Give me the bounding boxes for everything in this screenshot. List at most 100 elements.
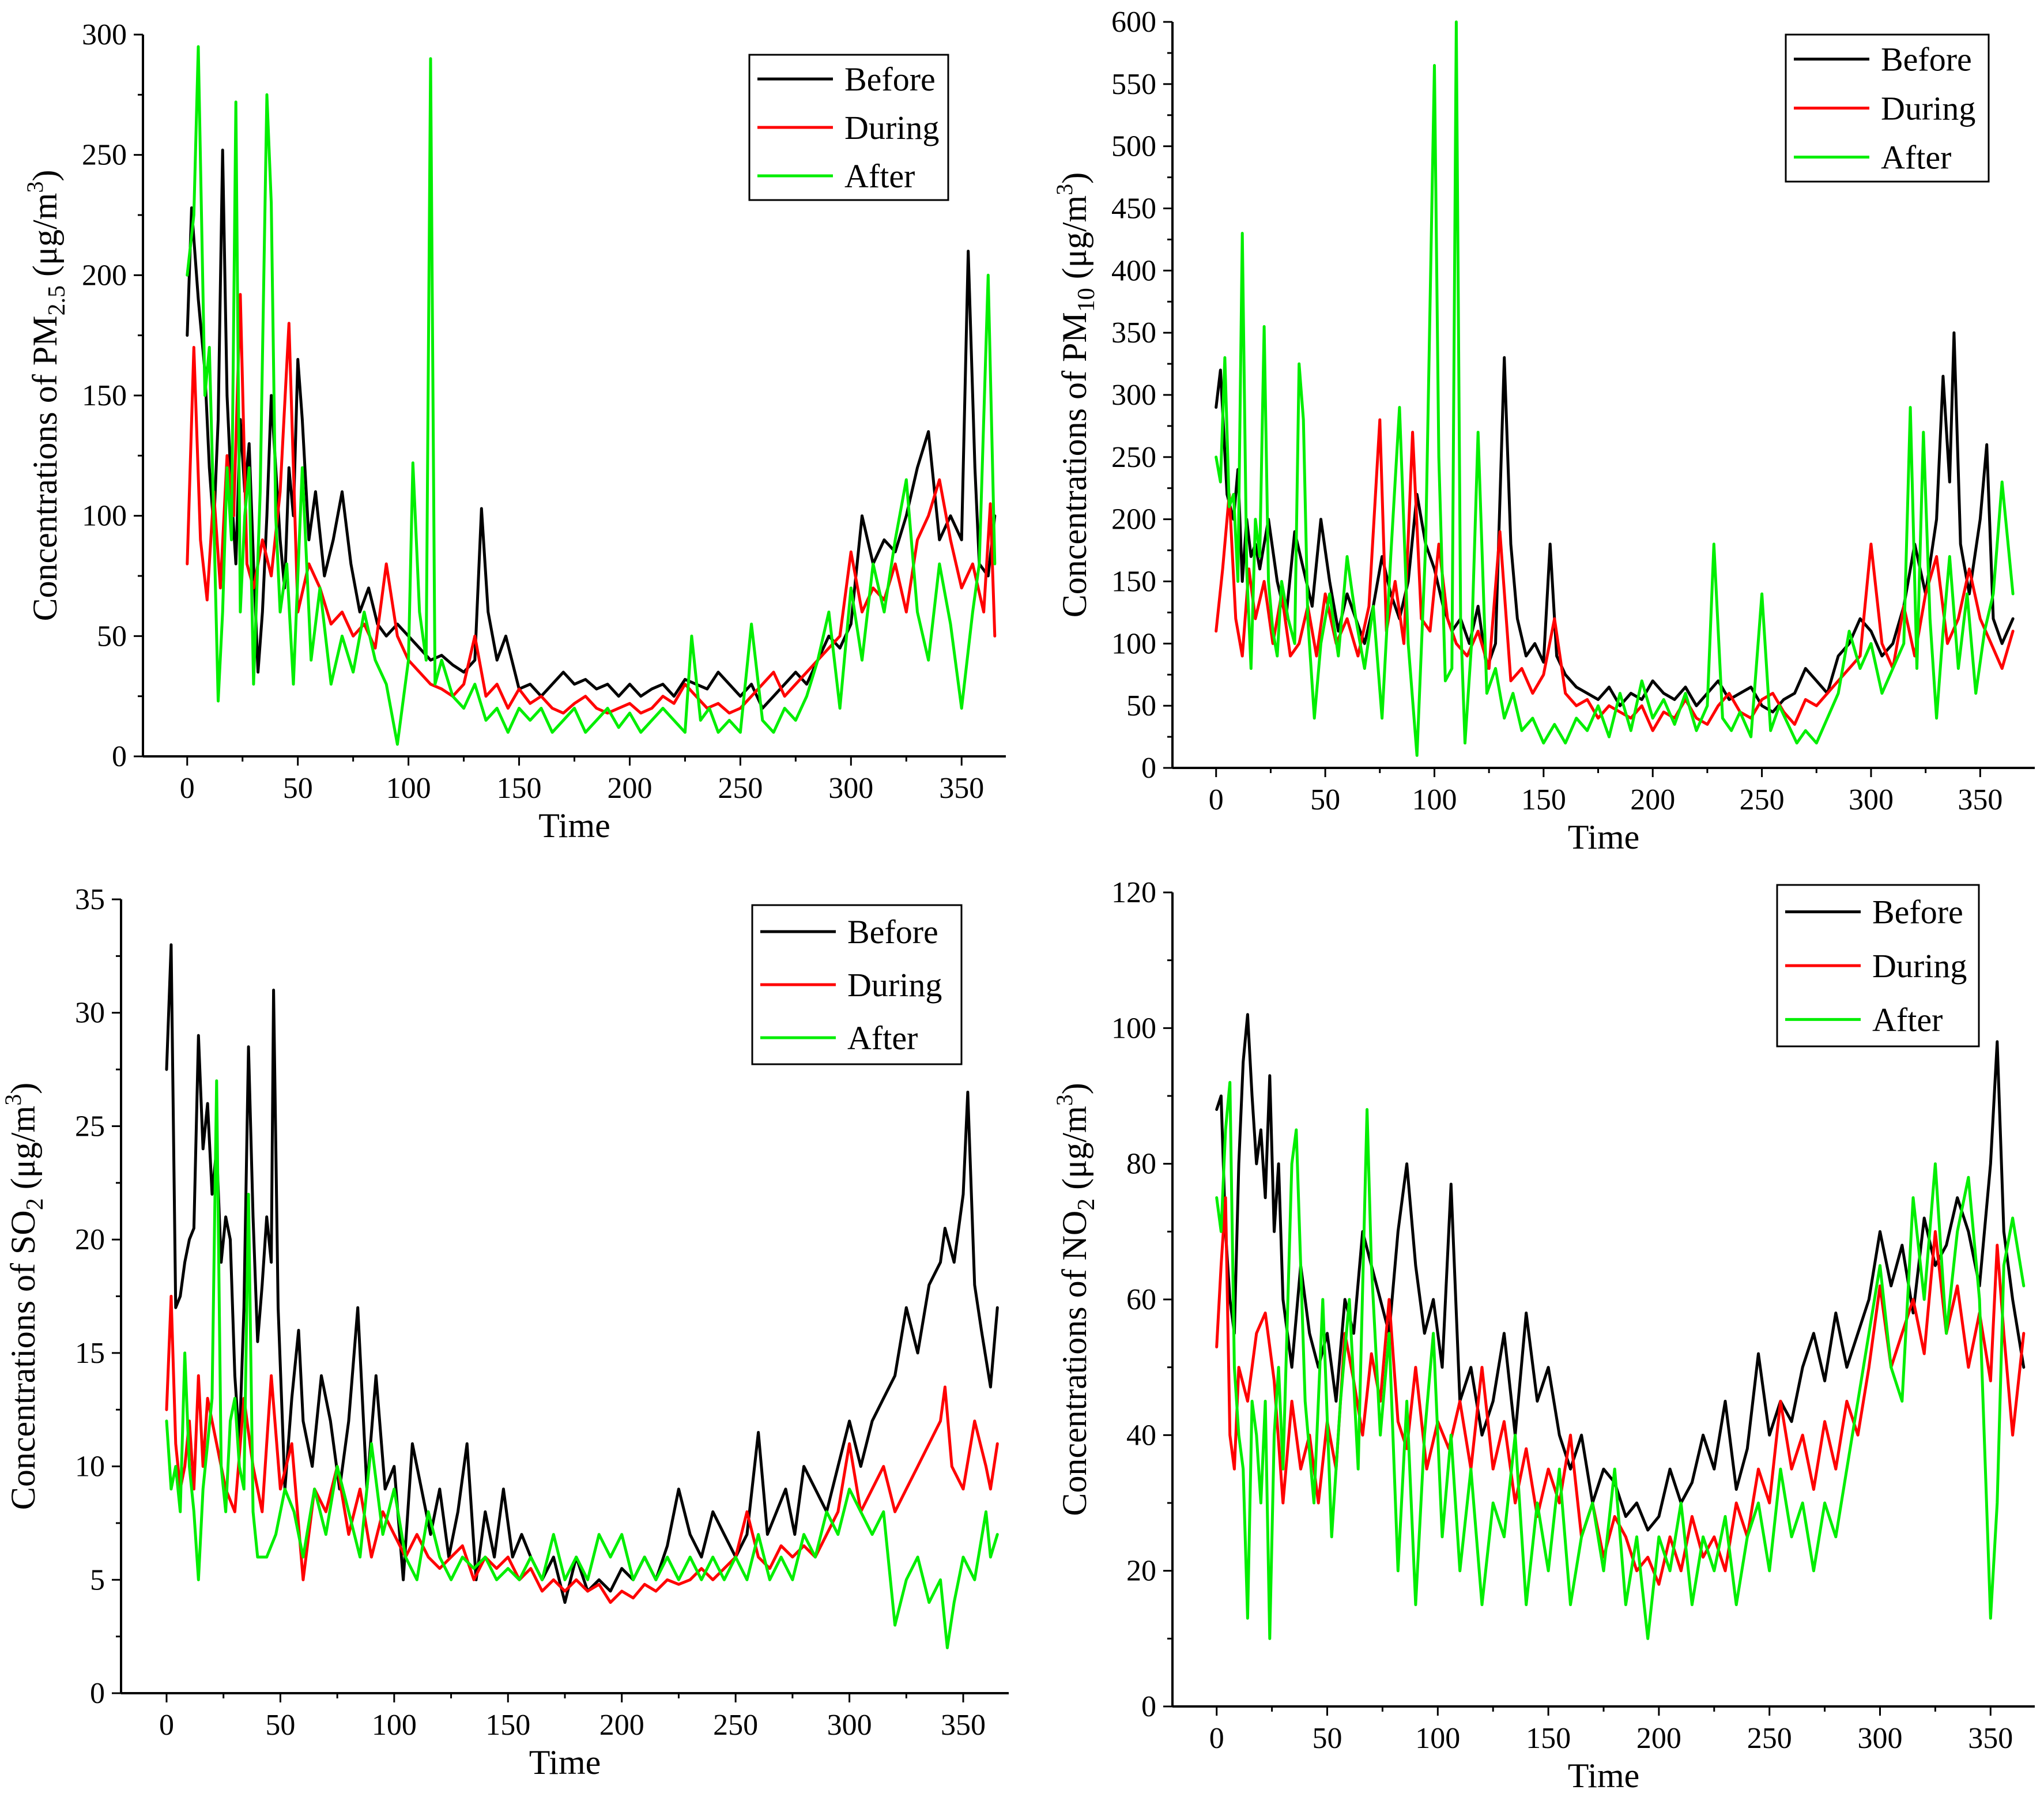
pm10-y-tick-label: 550 xyxy=(1111,68,1156,101)
so2-x-tick-label: 350 xyxy=(941,1709,986,1742)
pm25-series-during-line xyxy=(186,293,997,715)
no2-y-tick-label: 0 xyxy=(1141,1690,1156,1723)
pm10-x-tick-label: 200 xyxy=(1630,783,1675,816)
so2-y-tick-label: 25 xyxy=(75,1110,105,1143)
so2-y-tick-label: 35 xyxy=(75,883,105,916)
so2-legend-label-before: Before xyxy=(847,913,938,951)
so2-y-tick-label: 30 xyxy=(75,997,105,1030)
pm10-legend-label-after: After xyxy=(1881,139,1951,176)
no2-x-tick-label: 350 xyxy=(1968,1722,2013,1755)
pm25-x-axis-title: Time xyxy=(538,807,610,845)
pm25-y-tick-label: 50 xyxy=(97,620,127,653)
pm10-series-before-line xyxy=(1215,331,2015,714)
no2-y-axis-title: Concentrations of NO2 (μg/m3) xyxy=(1051,1083,1100,1516)
pm25-y-axis-title: Concentrations of PM2.5 (μg/m3) xyxy=(22,170,70,621)
so2-x-tick-label: 100 xyxy=(372,1709,417,1742)
so2-x-tick-label: 0 xyxy=(159,1709,174,1742)
no2-y-tick-label: 20 xyxy=(1126,1555,1156,1588)
pm10-x-tick-label: 350 xyxy=(1958,783,2002,816)
pm25-y-tick-label: 0 xyxy=(112,740,127,773)
pm25-x-tick-label: 300 xyxy=(828,772,873,805)
pm10-y-axis-title: Concentrations of PM10 (μg/m3) xyxy=(1051,172,1100,617)
pm25-y-tick-label: 100 xyxy=(82,500,127,533)
no2-x-tick-label: 0 xyxy=(1209,1722,1224,1755)
pm25-x-tick-label: 250 xyxy=(718,772,763,805)
chart-panel-pm10: 0 50 100 150 200 250 300 350 400 450 500 550 600 0 50 1… xyxy=(1051,6,2035,856)
so2-series-before-line xyxy=(165,943,999,1604)
no2-legend-label-before: Before xyxy=(1872,894,1963,931)
pm25-x-tick-label: 0 xyxy=(180,772,195,805)
pm10-x-tick-label: 0 xyxy=(1209,783,1224,816)
pm25-y-tick-label: 250 xyxy=(82,139,127,172)
so2-y-axis-title: Concentrations of SO2 (μg/m3) xyxy=(0,1083,48,1510)
pm10-y-tick-label: 0 xyxy=(1141,752,1156,785)
no2-x-tick-label: 100 xyxy=(1415,1722,1460,1755)
pm25-legend-label-during: During xyxy=(844,109,939,146)
pm10-y-tick-label: 400 xyxy=(1111,254,1156,287)
no2-x-tick-label: 200 xyxy=(1636,1722,1681,1755)
pm25-x-tick-label: 350 xyxy=(939,772,984,805)
no2-series-before-line xyxy=(1215,1013,2026,1532)
pm25-legend-label-before: Before xyxy=(844,61,936,98)
pm25-x-tick-label: 50 xyxy=(283,772,313,805)
pm10-y-tick-label: 300 xyxy=(1111,379,1156,412)
pm10-x-tick-label: 50 xyxy=(1310,783,1340,816)
so2-legend-label-during: During xyxy=(847,966,942,1004)
no2-x-tick-label: 50 xyxy=(1313,1722,1342,1755)
so2-y-tick-label: 0 xyxy=(90,1677,105,1710)
so2-x-tick-label: 300 xyxy=(827,1709,872,1742)
pm10-x-tick-label: 100 xyxy=(1412,783,1457,816)
so2-y-tick-label: 20 xyxy=(75,1223,105,1256)
pm10-series-after-line xyxy=(1215,20,2015,757)
no2-y-tick-label: 100 xyxy=(1111,1012,1156,1045)
pm10-y-tick-label: 250 xyxy=(1111,441,1156,474)
pm10-y-tick-label: 200 xyxy=(1111,503,1156,536)
pm25-x-tick-label: 150 xyxy=(497,772,542,805)
so2-legend: Before During After xyxy=(751,904,963,1065)
so2-x-tick-label: 50 xyxy=(265,1709,295,1742)
pm10-x-axis-title: Time xyxy=(1568,818,1640,856)
chart-panel-no2: 0 20 40 60 80 100 120 0 50 100 150 200 250 300 350 Time… xyxy=(1051,876,2035,1795)
no2-x-tick-label: 250 xyxy=(1747,1722,1792,1755)
pm25-y-tick-label: 300 xyxy=(82,18,127,51)
no2-x-tick-label: 150 xyxy=(1526,1722,1571,1755)
so2-x-tick-label: 150 xyxy=(485,1709,530,1742)
pm25-legend-label-after: After xyxy=(844,157,915,195)
pm10-y-tick-label: 600 xyxy=(1111,6,1156,39)
so2-x-tick-label: 250 xyxy=(713,1709,758,1742)
pm10-legend-label-before: Before xyxy=(1881,41,1972,78)
so2-y-tick-label: 5 xyxy=(90,1563,105,1596)
no2-legend-label-during: During xyxy=(1872,947,1967,985)
no2-series-after-line xyxy=(1215,1081,2026,1640)
chart-panel-pm25: 0 50 100 150 200 250 300 0 50 100 150 200 250 300 350 T… xyxy=(22,18,1006,845)
pm10-x-tick-label: 250 xyxy=(1740,783,1785,816)
so2-x-axis-title: Time xyxy=(529,1743,601,1781)
pm10-y-tick-label: 350 xyxy=(1111,317,1156,349)
pm25-y-tick-label: 200 xyxy=(82,259,127,292)
pm10-x-tick-label: 150 xyxy=(1521,783,1566,816)
no2-legend-label-after: After xyxy=(1872,1001,1943,1038)
pm10-x-tick-label: 300 xyxy=(1849,783,1894,816)
pm10-y-tick-label: 50 xyxy=(1126,689,1156,722)
so2-y-tick-label: 15 xyxy=(75,1337,105,1370)
pm25-legend: Before During After xyxy=(748,54,949,201)
no2-y-tick-label: 80 xyxy=(1126,1148,1156,1181)
pm10-y-tick-label: 150 xyxy=(1111,566,1156,598)
no2-y-tick-label: 120 xyxy=(1111,876,1156,909)
pm10-series-during-line xyxy=(1215,418,2015,732)
pm10-legend: Before During After xyxy=(1785,33,1990,183)
so2-series-during-line xyxy=(165,1295,999,1604)
pm10-y-tick-label: 450 xyxy=(1111,193,1156,225)
so2-legend-label-after: After xyxy=(847,1019,918,1057)
no2-x-axis-title: Time xyxy=(1568,1757,1640,1795)
no2-y-tick-label: 40 xyxy=(1126,1419,1156,1452)
no2-x-tick-label: 300 xyxy=(1857,1722,1902,1755)
so2-series-after-line xyxy=(165,1079,999,1649)
pm25-x-tick-label: 100 xyxy=(386,772,431,805)
so2-x-tick-label: 200 xyxy=(599,1709,644,1742)
so2-y-tick-label: 10 xyxy=(75,1450,105,1483)
pm10-legend-label-during: During xyxy=(1881,90,1975,127)
no2-legend: Before During After xyxy=(1776,884,1980,1048)
